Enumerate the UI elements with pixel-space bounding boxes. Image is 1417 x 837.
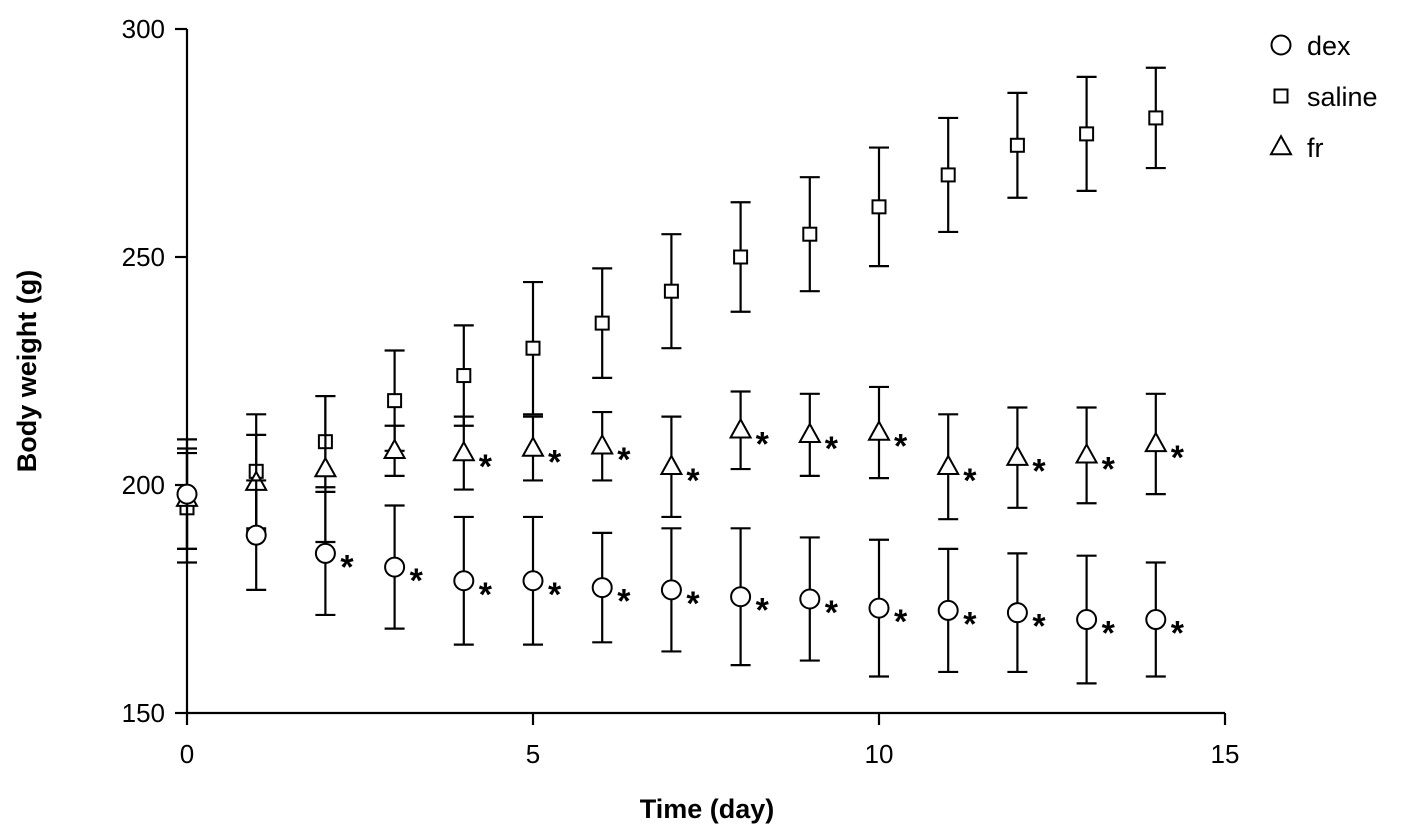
significance-marker: *	[963, 462, 977, 500]
significance-marker: *	[894, 603, 908, 641]
significance-marker: *	[617, 583, 631, 621]
legend-label: dex	[1307, 31, 1351, 61]
significance-marker: *	[825, 594, 839, 632]
significance-marker: *	[686, 462, 700, 500]
data-point-fr	[452, 440, 476, 462]
significance-marker: *	[1102, 615, 1116, 653]
x-tick-label: 10	[865, 739, 894, 769]
series-fr: * * * * * * * * * * *	[175, 385, 1185, 550]
significance-marker: *	[1032, 608, 1046, 646]
data-point-fr	[382, 437, 407, 459]
legend-marker-dex	[1270, 34, 1292, 56]
data-point-dex	[245, 524, 267, 546]
data-point-fr	[659, 453, 684, 475]
significance-marker: *	[548, 576, 562, 614]
data-point-dex	[1076, 609, 1098, 631]
significance-marker: *	[686, 585, 700, 623]
legend-label: fr	[1307, 133, 1324, 163]
data-point-saline	[733, 249, 749, 265]
data-point-fr	[936, 453, 960, 475]
significance-marker: *	[963, 605, 977, 643]
x-axis-title: Time (day)	[640, 794, 775, 824]
data-point-saline	[387, 393, 403, 409]
data-point-dex	[799, 588, 821, 610]
axes: 0 5 10 15 150 200 250 300	[122, 14, 1240, 769]
data-point-saline	[663, 283, 679, 299]
significance-marker: *	[756, 425, 770, 463]
data-point-saline	[871, 199, 887, 215]
data-point-fr	[798, 421, 822, 444]
legend-label: saline	[1307, 82, 1378, 112]
data-point-saline	[456, 368, 472, 384]
legend-entry-fr: fr	[1269, 133, 1324, 163]
significance-marker: *	[756, 592, 770, 630]
data-point-dex	[176, 483, 198, 505]
data-point-fr	[521, 435, 545, 457]
data-point-dex	[937, 599, 959, 621]
significance-marker: *	[894, 428, 908, 466]
data-point-fr	[313, 456, 338, 478]
y-tick-label: 150	[122, 698, 165, 728]
y-tick-label: 250	[122, 242, 165, 272]
plot-area: * * * * * * * * * * * * * * * * * * * * * * * *	[175, 66, 1185, 685]
legend-marker-saline	[1273, 88, 1289, 104]
data-point-saline	[940, 167, 956, 183]
data-point-dex	[453, 570, 475, 592]
significance-marker: *	[548, 444, 562, 482]
data-point-dex	[660, 579, 682, 601]
data-point-dex	[730, 586, 752, 608]
y-tick-label: 300	[122, 14, 165, 44]
data-point-saline	[1009, 137, 1025, 153]
data-point-fr	[590, 433, 614, 455]
data-point-dex	[384, 556, 406, 578]
significance-marker: *	[1102, 450, 1116, 488]
legend-entry-saline: saline	[1273, 82, 1378, 112]
significance-marker: *	[410, 562, 424, 600]
significance-marker: *	[479, 448, 493, 486]
data-point-dex	[1006, 602, 1028, 624]
data-point-fr	[1005, 444, 1030, 466]
data-point-dex	[868, 597, 890, 619]
data-point-dex	[314, 542, 336, 564]
y-tick-label: 200	[122, 470, 165, 500]
significance-marker: *	[340, 548, 354, 586]
series-dex: * * * * * * * * * * * * *	[176, 438, 1185, 685]
legend-entry-dex: dex	[1270, 31, 1351, 61]
data-point-fr	[1144, 431, 1168, 453]
significance-marker: *	[825, 430, 839, 468]
significance-marker: *	[479, 576, 493, 614]
data-point-saline	[525, 340, 541, 356]
data-point-fr	[867, 419, 891, 441]
significance-marker: *	[1171, 439, 1185, 477]
data-point-saline	[802, 226, 818, 242]
data-point-saline	[594, 315, 610, 331]
significance-marker: *	[1032, 453, 1046, 491]
legend: dex saline fr	[1269, 31, 1378, 163]
x-tick-label: 0	[180, 739, 194, 769]
y-axis-title: Body weight (g)	[12, 270, 42, 472]
data-point-saline	[1079, 126, 1095, 142]
data-point-dex	[591, 577, 613, 599]
x-tick-label: 15	[1211, 739, 1240, 769]
data-point-dex	[522, 570, 544, 592]
significance-marker: *	[1171, 615, 1185, 653]
significance-marker: *	[617, 441, 631, 479]
data-point-saline	[1148, 110, 1164, 126]
legend-marker-fr	[1269, 134, 1293, 156]
data-point-dex	[1145, 609, 1167, 631]
x-tick-label: 5	[526, 739, 540, 769]
data-point-fr	[728, 417, 753, 439]
data-point-fr	[1074, 442, 1099, 464]
